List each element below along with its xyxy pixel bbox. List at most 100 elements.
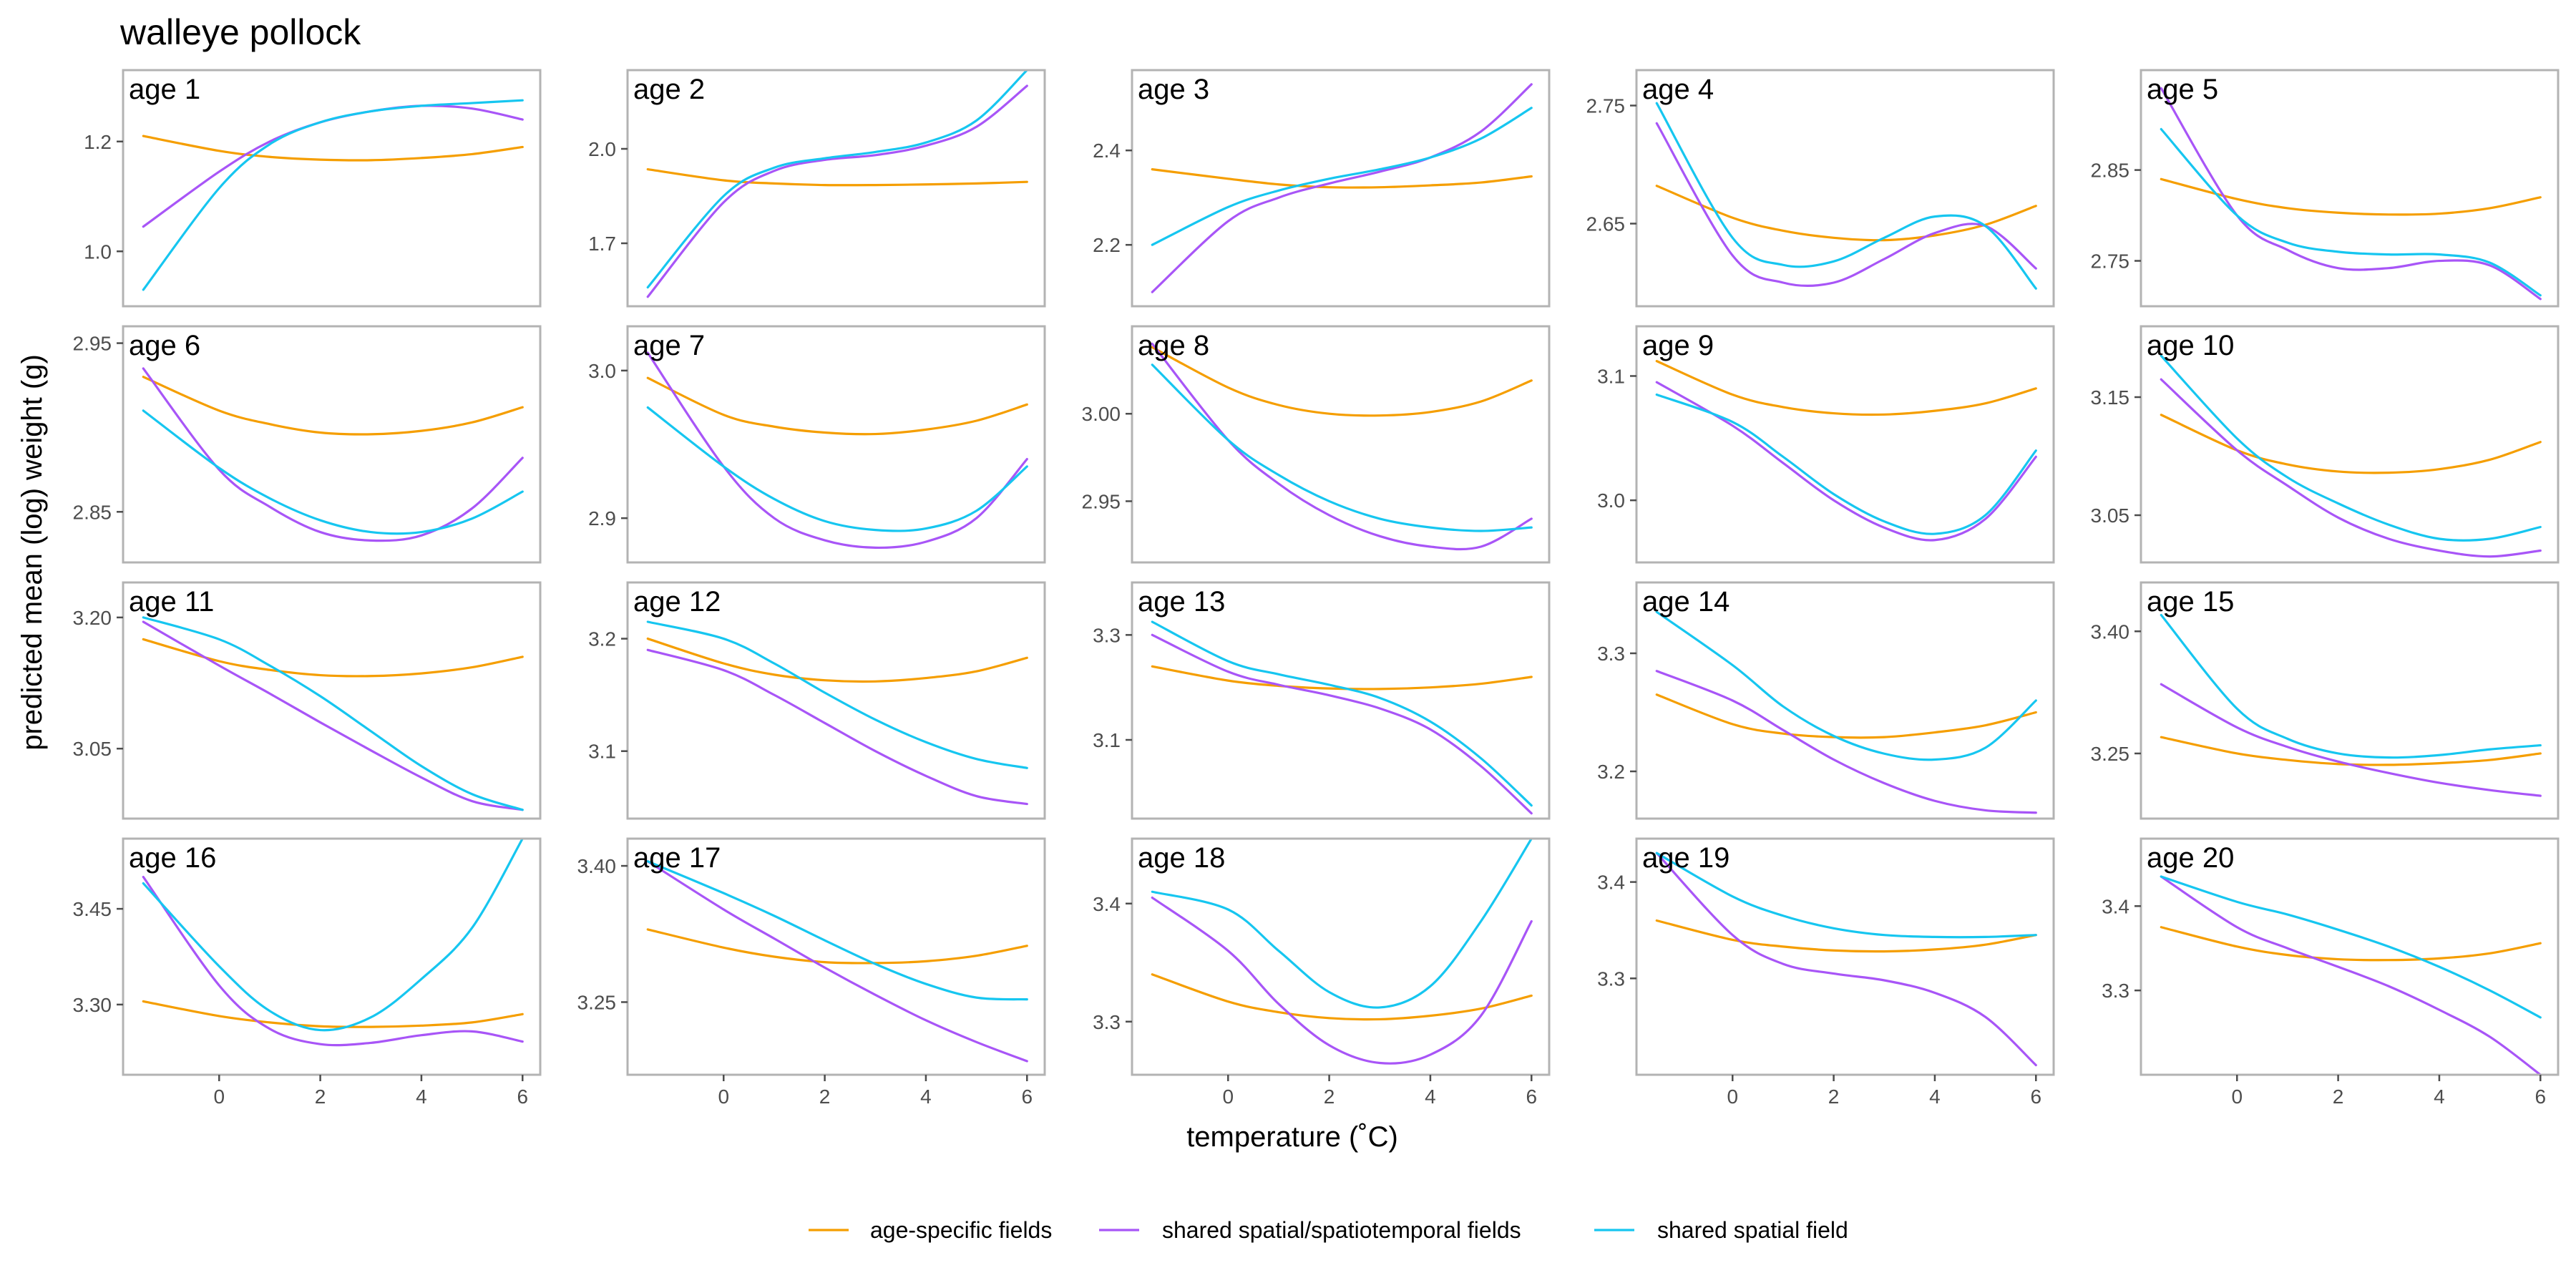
series-line-shared-spatial-field [1655, 393, 2037, 535]
legend-label: shared spatial/spatiotemporal fields [1162, 1217, 1521, 1243]
panel-curves [1151, 620, 1533, 815]
series-line-shared-spatial-spatiotemporal-fields [2160, 875, 2542, 1075]
y-tick-label: 3.40 [2091, 620, 2130, 643]
y-tick-label: 3.20 [73, 607, 112, 629]
panel-background [1636, 839, 2054, 1075]
panel-label: age 19 [1642, 842, 1729, 874]
panel-age-16: age 16 3.30 3.45 0 2 4 6 [73, 837, 542, 1108]
panel-curves [2160, 87, 2542, 301]
y-tick-label: 2.95 [73, 333, 112, 355]
panel-border [1131, 69, 1551, 308]
panel-label: age 12 [633, 586, 721, 618]
series-line-shared-spatial-field [1151, 107, 1533, 246]
series-line-shared-spatial-field [142, 839, 524, 1032]
series-line-age-specific-fields [2160, 926, 2542, 962]
panel-curves [2160, 354, 2542, 558]
panel-background [1636, 582, 2054, 819]
panel-age-10: age 10 3.05 3.15 [2091, 325, 2560, 564]
panel-background [1132, 839, 1549, 1075]
y-tick-label: 3.05 [73, 738, 112, 760]
panel-border [122, 837, 542, 1076]
legend-label: shared spatial field [1657, 1217, 1848, 1243]
panel-curves [2160, 875, 2542, 1075]
x-tick-label: 0 [718, 1085, 729, 1108]
series-line-age-specific-fields [142, 135, 524, 162]
legend: age-specific fields shared spatial/spatio… [809, 1217, 1848, 1243]
y-tick-label: 3.00 [1082, 403, 1121, 425]
panel-background [2141, 70, 2558, 306]
panel-curves [646, 351, 1028, 550]
series-line-shared-spatial-field [646, 70, 1028, 289]
series-line-shared-spatial-field [142, 409, 524, 535]
panel-label: age 14 [1642, 586, 1729, 618]
y-tick-label: 3.4 [1093, 893, 1121, 915]
panel-label: age 15 [2147, 586, 2234, 618]
y-tick-label: 2.85 [2091, 160, 2130, 182]
y-tick-label: 1.0 [84, 240, 112, 263]
series-line-shared-spatial-spatiotemporal-fields [2160, 87, 2542, 301]
y-tick-label: 3.40 [577, 855, 617, 877]
series-line-age-specific-fields [1655, 693, 2037, 739]
x-tick-label: 6 [2030, 1085, 2041, 1108]
series-line-shared-spatial-field [1655, 102, 2037, 290]
series-line-shared-spatial-spatiotemporal-fields [2160, 378, 2542, 558]
y-tick-label: 3.25 [2091, 743, 2130, 765]
series-line-age-specific-fields [142, 1000, 524, 1028]
panel-curves [142, 616, 524, 811]
panel-label: age 13 [1138, 586, 1225, 618]
y-tick-label: 3.3 [1597, 967, 1625, 990]
panel-border [122, 325, 542, 564]
panel-label: age 9 [1642, 330, 1714, 361]
x-tick-label: 6 [2534, 1085, 2546, 1108]
panel-label: age 5 [2147, 74, 2218, 105]
y-tick-label: 3.2 [588, 628, 616, 650]
y-tick-label: 2.85 [73, 501, 112, 523]
y-axis-title: predicted mean (log) weight (g) [16, 354, 48, 751]
series-line-shared-spatial-field [646, 620, 1028, 769]
panel-border [1635, 69, 2055, 308]
panel-curves [2160, 613, 2542, 797]
x-tick-label: 6 [1021, 1085, 1033, 1108]
series-line-shared-spatial-spatiotemporal-fields [646, 84, 1028, 298]
y-tick-label: 2.4 [1093, 140, 1121, 162]
panel-grid: age 1 1.0 1.2 age 2 1.7 2.0 age 3 2.2 2.4 age 4 2.… [73, 69, 2560, 1108]
series-line-shared-spatial-spatiotemporal-fields [1151, 633, 1533, 815]
panel-background [123, 582, 540, 819]
series-line-shared-spatial-spatiotemporal-fields [1655, 670, 2037, 814]
panel-background [123, 839, 540, 1075]
panel-label: age 4 [1642, 74, 1714, 105]
y-tick-label: 3.05 [2091, 504, 2130, 527]
series-line-shared-spatial-field [646, 406, 1028, 532]
y-tick-label: 3.0 [588, 360, 616, 382]
series-line-age-specific-fields [646, 928, 1028, 965]
y-tick-label: 3.3 [1093, 1011, 1121, 1033]
y-tick-label: 2.2 [1093, 234, 1121, 256]
panel-label: age 1 [129, 74, 200, 105]
legend-item-age-specific-fields: age-specific fields [809, 1217, 1052, 1243]
panel-age-15: age 15 3.25 3.40 [2091, 581, 2560, 820]
series-line-shared-spatial-field [1151, 620, 1533, 807]
y-tick-label: 3.45 [73, 898, 112, 920]
series-line-shared-spatial-field [646, 860, 1028, 1001]
panel-age-18: age 18 3.3 3.4 0 2 4 6 [1093, 837, 1551, 1108]
panel-age-9: age 9 3.0 3.1 [1597, 325, 2055, 564]
x-tick-label: 6 [1526, 1085, 1537, 1108]
x-tick-label: 6 [517, 1085, 528, 1108]
panel-label: age 18 [1138, 842, 1225, 874]
series-line-shared-spatial-field [1655, 610, 2037, 761]
panel-age-12: age 12 3.1 3.2 [588, 581, 1046, 820]
panel-label: age 20 [2147, 842, 2234, 874]
x-tick-label: 0 [213, 1085, 225, 1108]
y-tick-label: 3.4 [2102, 895, 2129, 917]
panel-age-7: age 7 2.9 3.0 [588, 325, 1046, 564]
panel-label: age 3 [1138, 74, 1209, 105]
panel-age-14: age 14 3.2 3.3 [1597, 581, 2055, 820]
series-line-shared-spatial-spatiotemporal-fields [2160, 683, 2542, 797]
panel-border [626, 581, 1046, 820]
panel-border [122, 69, 542, 308]
series-line-shared-spatial-field [2160, 127, 2542, 297]
panel-background [2141, 582, 2558, 819]
panel-border [2140, 69, 2560, 308]
y-tick-label: 3.25 [577, 991, 617, 1013]
x-tick-label: 2 [1324, 1085, 1335, 1108]
